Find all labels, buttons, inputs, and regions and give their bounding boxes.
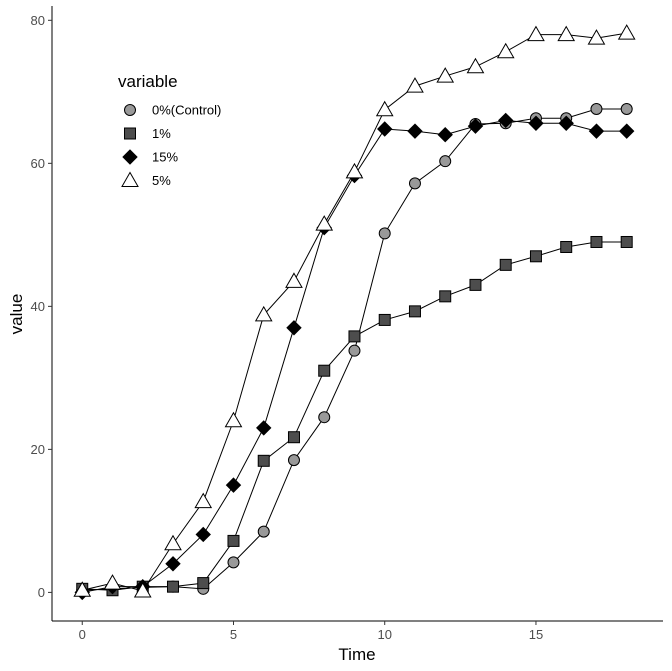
x-tick-label: 0 (79, 627, 86, 642)
data-point (315, 215, 334, 231)
data-point (439, 290, 452, 303)
data-point (528, 115, 544, 131)
y-tick-label: 40 (31, 299, 45, 314)
legend-title: variable (118, 72, 178, 91)
data-point (194, 492, 213, 509)
legend-item: 0%(Control) (124, 103, 221, 118)
legend-label: 5% (152, 173, 171, 188)
legend-key (124, 127, 136, 140)
data-point (164, 534, 182, 551)
data-point (348, 344, 361, 357)
data-point (165, 556, 181, 572)
data-point (590, 235, 603, 248)
data-point (560, 240, 573, 253)
legend-key (121, 171, 139, 187)
data-point (227, 556, 240, 569)
data-point (437, 127, 453, 143)
y-tick-label: 20 (31, 442, 45, 457)
data-point (318, 411, 331, 424)
data-point (287, 454, 300, 467)
legend-key (124, 104, 136, 116)
series-line (82, 241, 627, 591)
data-point (436, 67, 455, 83)
data-point (378, 227, 391, 240)
data-point (617, 24, 636, 40)
x-axis-title: Time (338, 645, 375, 664)
data-point (406, 77, 424, 93)
legend-key (122, 149, 138, 165)
data-point (407, 123, 423, 139)
data-point (588, 123, 605, 139)
data-point (225, 477, 242, 493)
legend: variable 0%(Control) 1% 15% 5% (118, 72, 221, 188)
legend-label: 0%(Control) (152, 103, 221, 118)
data-point (375, 100, 394, 117)
data-point (133, 581, 152, 598)
data-point (439, 155, 452, 168)
data-point (529, 250, 542, 263)
data-point (558, 115, 574, 131)
data-point (257, 525, 270, 538)
series-1 (76, 235, 633, 597)
data-point (620, 102, 633, 115)
data-point (466, 57, 485, 74)
data-point (587, 29, 606, 45)
legend-item: 5% (121, 171, 171, 188)
legend-item: 1% (124, 126, 171, 141)
data-point (254, 305, 273, 322)
data-point (224, 411, 243, 428)
data-point (408, 305, 421, 318)
data-point (318, 364, 331, 377)
data-point (287, 431, 300, 444)
data-point (467, 118, 484, 134)
data-point (499, 258, 512, 271)
data-point (620, 235, 633, 248)
data-point (286, 320, 302, 336)
y-tick-label: 80 (31, 13, 45, 28)
legend-label: 1% (152, 126, 171, 141)
data-point (197, 577, 210, 590)
data-point (590, 102, 603, 115)
x-tick-label: 15 (529, 627, 543, 642)
data-point (378, 313, 391, 326)
data-point (166, 580, 179, 593)
plot-area (73, 24, 636, 601)
data-point (285, 272, 303, 288)
x-tick-label: 5 (230, 627, 237, 642)
data-point (345, 162, 364, 179)
y-tick-label: 60 (31, 156, 45, 171)
data-point (408, 177, 421, 190)
data-point (377, 121, 393, 137)
y-axis-title: value (7, 294, 26, 335)
legend-label: 15% (152, 150, 178, 165)
x-tick-label: 10 (377, 627, 391, 642)
y-tick-label: 0 (38, 585, 45, 600)
data-point (195, 526, 211, 543)
data-point (73, 581, 92, 597)
data-point (103, 574, 122, 590)
data-point (618, 123, 635, 139)
data-point (227, 534, 240, 547)
data-point (257, 454, 270, 467)
data-point (496, 42, 515, 59)
x-axis-ticks: 0 5 10 15 (79, 621, 543, 642)
data-point (557, 25, 576, 42)
series-5 (73, 24, 636, 598)
data-point (527, 25, 545, 42)
legend-item: 15% (122, 149, 178, 165)
data-point (348, 330, 361, 343)
data-point (498, 112, 514, 129)
y-axis-ticks: 0 20 40 60 80 (31, 13, 52, 600)
data-point (256, 420, 272, 436)
data-point (469, 278, 482, 291)
